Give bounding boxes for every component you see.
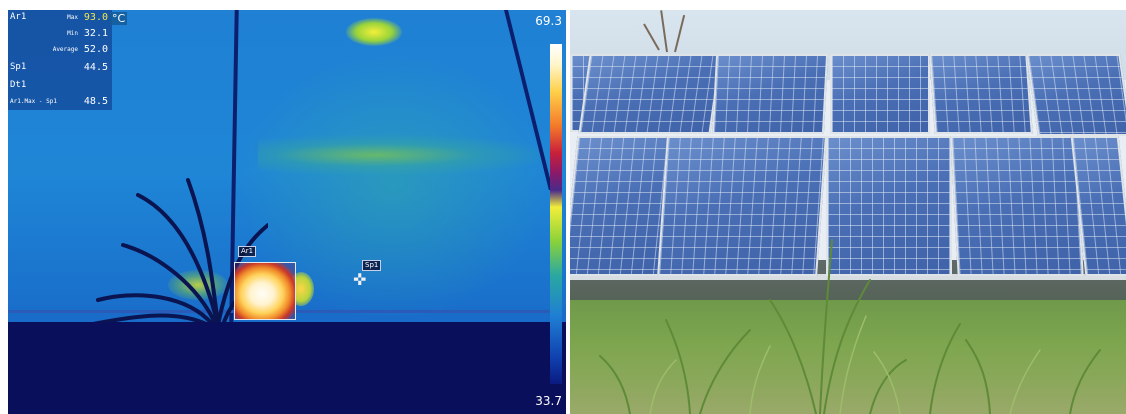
solar-panel xyxy=(1026,54,1126,136)
overlay-row: Average 52.0 xyxy=(8,44,112,58)
overlay-row: Min 32.1 xyxy=(8,28,112,42)
solar-panel xyxy=(929,54,1033,134)
grass-blades xyxy=(599,239,1101,414)
overlay-row-value: 44.5 xyxy=(83,62,108,73)
hot-spot-area-box xyxy=(234,262,296,320)
solar-panel xyxy=(711,54,829,134)
spot-label: Sp1 xyxy=(362,260,382,271)
overlay-row-value: 32.1 xyxy=(83,28,108,39)
thermal-image: Ar1 Sp1 ✜ Ar1 Max 93.0 Min 32.1 Average … xyxy=(8,10,566,414)
measurement-overlay: Ar1 Max 93.0 Min 32.1 Average 52.0 Sp1 4… xyxy=(8,10,112,110)
overlay-row-name: Dt1 xyxy=(10,80,27,90)
overlay-row-stat: Average xyxy=(52,46,78,53)
overlay-row-value: 52.0 xyxy=(83,44,108,55)
overlay-row-name: Ar1 xyxy=(10,12,27,22)
grass xyxy=(570,300,1126,414)
spot-crosshair-icon: ✜ xyxy=(353,270,367,289)
overlay-row: Ar1 Max 93.0 xyxy=(8,12,112,26)
scale-min-value: 33.7 xyxy=(535,394,562,408)
ground-shadow xyxy=(8,322,566,414)
color-scale-bar xyxy=(550,44,562,384)
warm-spot-top xyxy=(346,18,402,46)
overlay-row-value: 93.0 xyxy=(83,12,108,23)
solar-panel xyxy=(578,54,722,134)
temperature-unit: °C xyxy=(110,12,128,25)
overlay-row-stat: Min xyxy=(67,30,78,37)
overlay-row-value: 48.5 xyxy=(83,96,108,107)
solar-panel-photo xyxy=(570,10,1126,414)
scale-max-value: 69.3 xyxy=(535,14,562,28)
warm-band xyxy=(258,135,548,175)
overlay-row: Ar1.Max - Sp1 48.5 xyxy=(8,96,112,110)
solar-panel xyxy=(830,54,930,134)
overlay-row-stat: Max xyxy=(67,14,78,21)
solar-panel xyxy=(826,136,952,276)
overlay-row-name: Ar1.Max - Sp1 xyxy=(10,98,57,105)
overlay-row-name: Sp1 xyxy=(10,62,27,72)
area-label: Ar1 xyxy=(238,246,257,257)
overlay-row: Sp1 44.5 xyxy=(8,62,112,76)
overlay-row: Dt1 xyxy=(8,80,112,94)
panel-frame xyxy=(570,274,1126,280)
